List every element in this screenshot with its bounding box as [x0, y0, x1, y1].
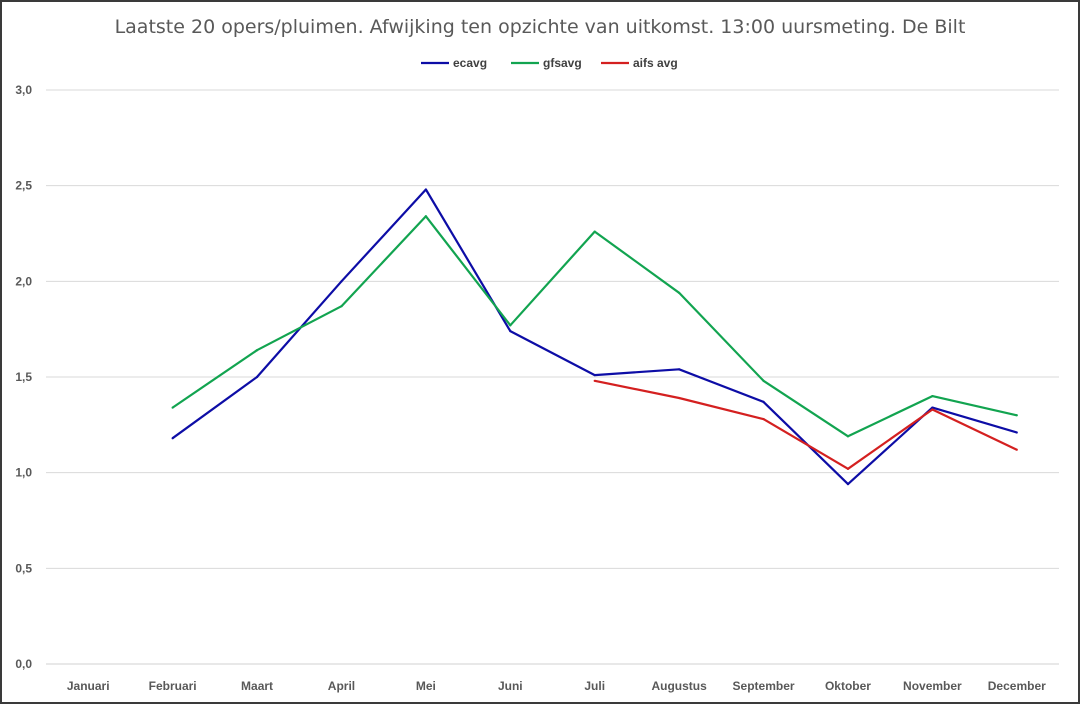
y-tick-label: 1,5 — [15, 370, 32, 384]
legend-label: gfsavg — [543, 56, 582, 70]
data-point — [931, 395, 934, 398]
x-tick-label: Juni — [498, 679, 523, 693]
data-point — [678, 291, 681, 294]
x-axis-ticks: Januari Februari Maart April Mei Juni Juli Augu… — [67, 679, 1046, 693]
data-point — [509, 329, 512, 333]
data-point — [931, 406, 934, 409]
data-point — [340, 305, 343, 308]
legend-item-gfsavg: gfsavg — [511, 56, 582, 70]
y-axis-ticks: 0,0 0,5 1,0 1,5 2,0 2,5 3,0 — [15, 83, 32, 671]
x-tick-label: December — [988, 679, 1046, 693]
y-tick-label: 1,0 — [15, 466, 32, 480]
legend-label: ecavg — [453, 56, 487, 70]
gridlines — [46, 89, 1059, 665]
x-tick-label: Oktober — [825, 679, 871, 693]
series-line-aifs-avg — [594, 379, 1018, 470]
data-point — [424, 215, 427, 218]
data-point — [762, 379, 765, 382]
x-tick-label: Januari — [67, 679, 110, 693]
x-tick-label: Maart — [241, 679, 273, 693]
data-point — [171, 437, 174, 440]
data-point — [678, 396, 681, 400]
y-tick-label: 2,0 — [15, 274, 32, 288]
data-point — [509, 324, 512, 327]
data-point — [255, 375, 259, 379]
y-tick-label: 0,5 — [15, 561, 32, 575]
y-tick-label: 0,0 — [15, 657, 32, 671]
x-tick-label: September — [733, 679, 795, 693]
data-point — [931, 408, 934, 411]
data-point — [255, 349, 259, 352]
legend: ecavg gfsavg aifs avg — [421, 56, 678, 70]
x-tick-label: Juli — [584, 679, 605, 693]
data-point — [424, 188, 427, 191]
y-tick-label: 2,5 — [15, 179, 32, 193]
data-point — [1015, 414, 1018, 417]
y-tick-label: 3,0 — [15, 83, 32, 97]
data-point — [846, 483, 850, 486]
data-point — [846, 467, 850, 470]
data-point — [1015, 431, 1018, 434]
x-tick-label: Mei — [416, 679, 436, 693]
x-tick-label: November — [903, 679, 962, 693]
data-point — [593, 373, 596, 377]
legend-item-ecavg: ecavg — [421, 56, 487, 70]
x-tick-label: Februari — [149, 679, 197, 693]
legend-item-aifs-avg: aifs avg — [601, 56, 678, 70]
data-point — [340, 280, 343, 283]
chart-title: Laatste 20 opers/pluimen. Afwijking ten … — [114, 16, 966, 38]
data-point — [762, 417, 765, 421]
x-tick-label: April — [328, 679, 355, 693]
x-tick-label: Augustus — [651, 679, 707, 693]
series-lines — [171, 188, 1018, 486]
data-point — [1015, 448, 1018, 451]
data-point — [678, 368, 681, 371]
data-point — [593, 379, 596, 382]
data-point — [593, 230, 596, 233]
series-line-gfsavg — [171, 215, 1018, 438]
data-point — [171, 406, 174, 409]
data-point — [762, 400, 765, 403]
legend-label: aifs avg — [633, 56, 678, 70]
data-point — [846, 435, 850, 438]
